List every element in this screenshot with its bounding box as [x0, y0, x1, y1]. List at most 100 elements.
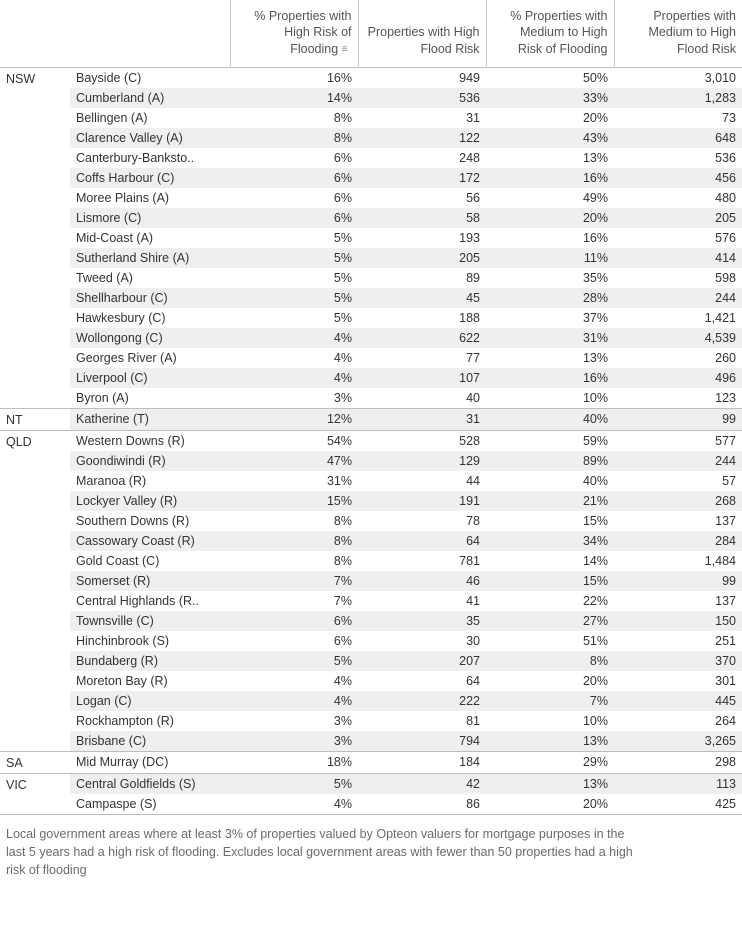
- value-cell: 244: [614, 288, 742, 308]
- table-row: VICCentral Goldfields (S)5%4213%113: [0, 773, 742, 794]
- value-cell: 150: [614, 611, 742, 631]
- value-cell: 268: [614, 491, 742, 511]
- value-cell: 56: [358, 188, 486, 208]
- value-cell: 43%: [486, 128, 614, 148]
- table-row: Shellharbour (C)5%4528%244: [0, 288, 742, 308]
- value-cell: 31: [358, 408, 486, 430]
- value-cell: 58: [358, 208, 486, 228]
- table-row: Hawkesbury (C)5%18837%1,421: [0, 308, 742, 328]
- value-cell: 40%: [486, 408, 614, 430]
- value-cell: 8%: [230, 551, 358, 571]
- value-cell: 248: [358, 148, 486, 168]
- value-cell: 13%: [486, 148, 614, 168]
- value-cell: 64: [358, 671, 486, 691]
- header-area: [70, 0, 230, 67]
- header-pct-med[interactable]: % Properties with Medium to High Risk of…: [486, 0, 614, 67]
- value-cell: 129: [358, 451, 486, 471]
- value-cell: 7%: [230, 571, 358, 591]
- area-cell: Hawkesbury (C): [70, 308, 230, 328]
- value-cell: 10%: [486, 711, 614, 731]
- area-cell: Brisbane (C): [70, 731, 230, 752]
- value-cell: 41: [358, 591, 486, 611]
- table-row: Gold Coast (C)8%78114%1,484: [0, 551, 742, 571]
- area-cell: Central Highlands (R..: [70, 591, 230, 611]
- area-cell: Logan (C): [70, 691, 230, 711]
- area-cell: Coffs Harbour (C): [70, 168, 230, 188]
- value-cell: 205: [358, 248, 486, 268]
- value-cell: 123: [614, 388, 742, 409]
- area-cell: Mid Murray (DC): [70, 751, 230, 773]
- value-cell: 7%: [486, 691, 614, 711]
- value-cell: 3%: [230, 711, 358, 731]
- footnote: Local government areas where at least 3%…: [0, 815, 640, 887]
- header-pct-high[interactable]: % Properties with High Risk of Flooding …: [230, 0, 358, 67]
- table-row: Somerset (R)7%4615%99: [0, 571, 742, 591]
- table-row: Moreton Bay (R)4%6420%301: [0, 671, 742, 691]
- flood-risk-table: % Properties with High Risk of Flooding …: [0, 0, 742, 887]
- area-cell: Bayside (C): [70, 67, 230, 88]
- value-cell: 5%: [230, 288, 358, 308]
- value-cell: 251: [614, 631, 742, 651]
- value-cell: 528: [358, 430, 486, 451]
- value-cell: 27%: [486, 611, 614, 631]
- value-cell: 45: [358, 288, 486, 308]
- value-cell: 1,283: [614, 88, 742, 108]
- value-cell: 46: [358, 571, 486, 591]
- value-cell: 536: [358, 88, 486, 108]
- value-cell: 54%: [230, 430, 358, 451]
- value-cell: 6%: [230, 188, 358, 208]
- area-cell: Georges River (A): [70, 348, 230, 368]
- value-cell: 5%: [230, 651, 358, 671]
- value-cell: 456: [614, 168, 742, 188]
- value-cell: 47%: [230, 451, 358, 471]
- value-cell: 8%: [230, 511, 358, 531]
- table-row: Moree Plains (A)6%5649%480: [0, 188, 742, 208]
- value-cell: 622: [358, 328, 486, 348]
- value-cell: 15%: [486, 571, 614, 591]
- value-cell: 8%: [230, 531, 358, 551]
- value-cell: 64: [358, 531, 486, 551]
- value-cell: 16%: [486, 228, 614, 248]
- value-cell: 244: [614, 451, 742, 471]
- table-row: Brisbane (C)3%79413%3,265: [0, 731, 742, 752]
- value-cell: 6%: [230, 631, 358, 651]
- table-row: Mid-Coast (A)5%19316%576: [0, 228, 742, 248]
- value-cell: 51%: [486, 631, 614, 651]
- table-row: Rockhampton (R)3%8110%264: [0, 711, 742, 731]
- table-row: NSWBayside (C)16%94950%3,010: [0, 67, 742, 88]
- value-cell: 191: [358, 491, 486, 511]
- table-row: QLDWestern Downs (R)54%52859%577: [0, 430, 742, 451]
- header-props-med[interactable]: Properties with Medium to High Flood Ris…: [614, 0, 742, 67]
- value-cell: 13%: [486, 773, 614, 794]
- value-cell: 3,265: [614, 731, 742, 752]
- value-cell: 40%: [486, 471, 614, 491]
- value-cell: 5%: [230, 773, 358, 794]
- value-cell: 13%: [486, 348, 614, 368]
- value-cell: 949: [358, 67, 486, 88]
- value-cell: 15%: [230, 491, 358, 511]
- area-cell: Clarence Valley (A): [70, 128, 230, 148]
- table-row: Logan (C)4%2227%445: [0, 691, 742, 711]
- value-cell: 1,421: [614, 308, 742, 328]
- area-cell: Byron (A): [70, 388, 230, 409]
- value-cell: 648: [614, 128, 742, 148]
- state-cell: NSW: [0, 67, 70, 408]
- value-cell: 16%: [486, 168, 614, 188]
- value-cell: 14%: [486, 551, 614, 571]
- value-cell: 4%: [230, 794, 358, 815]
- value-cell: 8%: [230, 108, 358, 128]
- header-props-high[interactable]: Properties with High Flood Risk: [358, 0, 486, 67]
- header-row: % Properties with High Risk of Flooding …: [0, 0, 742, 67]
- value-cell: 20%: [486, 108, 614, 128]
- value-cell: 89: [358, 268, 486, 288]
- area-cell: Canterbury-Banksto..: [70, 148, 230, 168]
- table-row: Campaspe (S)4%8620%425: [0, 794, 742, 815]
- value-cell: 3%: [230, 388, 358, 409]
- value-cell: 8%: [486, 651, 614, 671]
- table-row: Hinchinbrook (S)6%3051%251: [0, 631, 742, 651]
- value-cell: 33%: [486, 88, 614, 108]
- value-cell: 57: [614, 471, 742, 491]
- area-cell: Moreton Bay (R): [70, 671, 230, 691]
- table-row: Central Highlands (R..7%4122%137: [0, 591, 742, 611]
- value-cell: 73: [614, 108, 742, 128]
